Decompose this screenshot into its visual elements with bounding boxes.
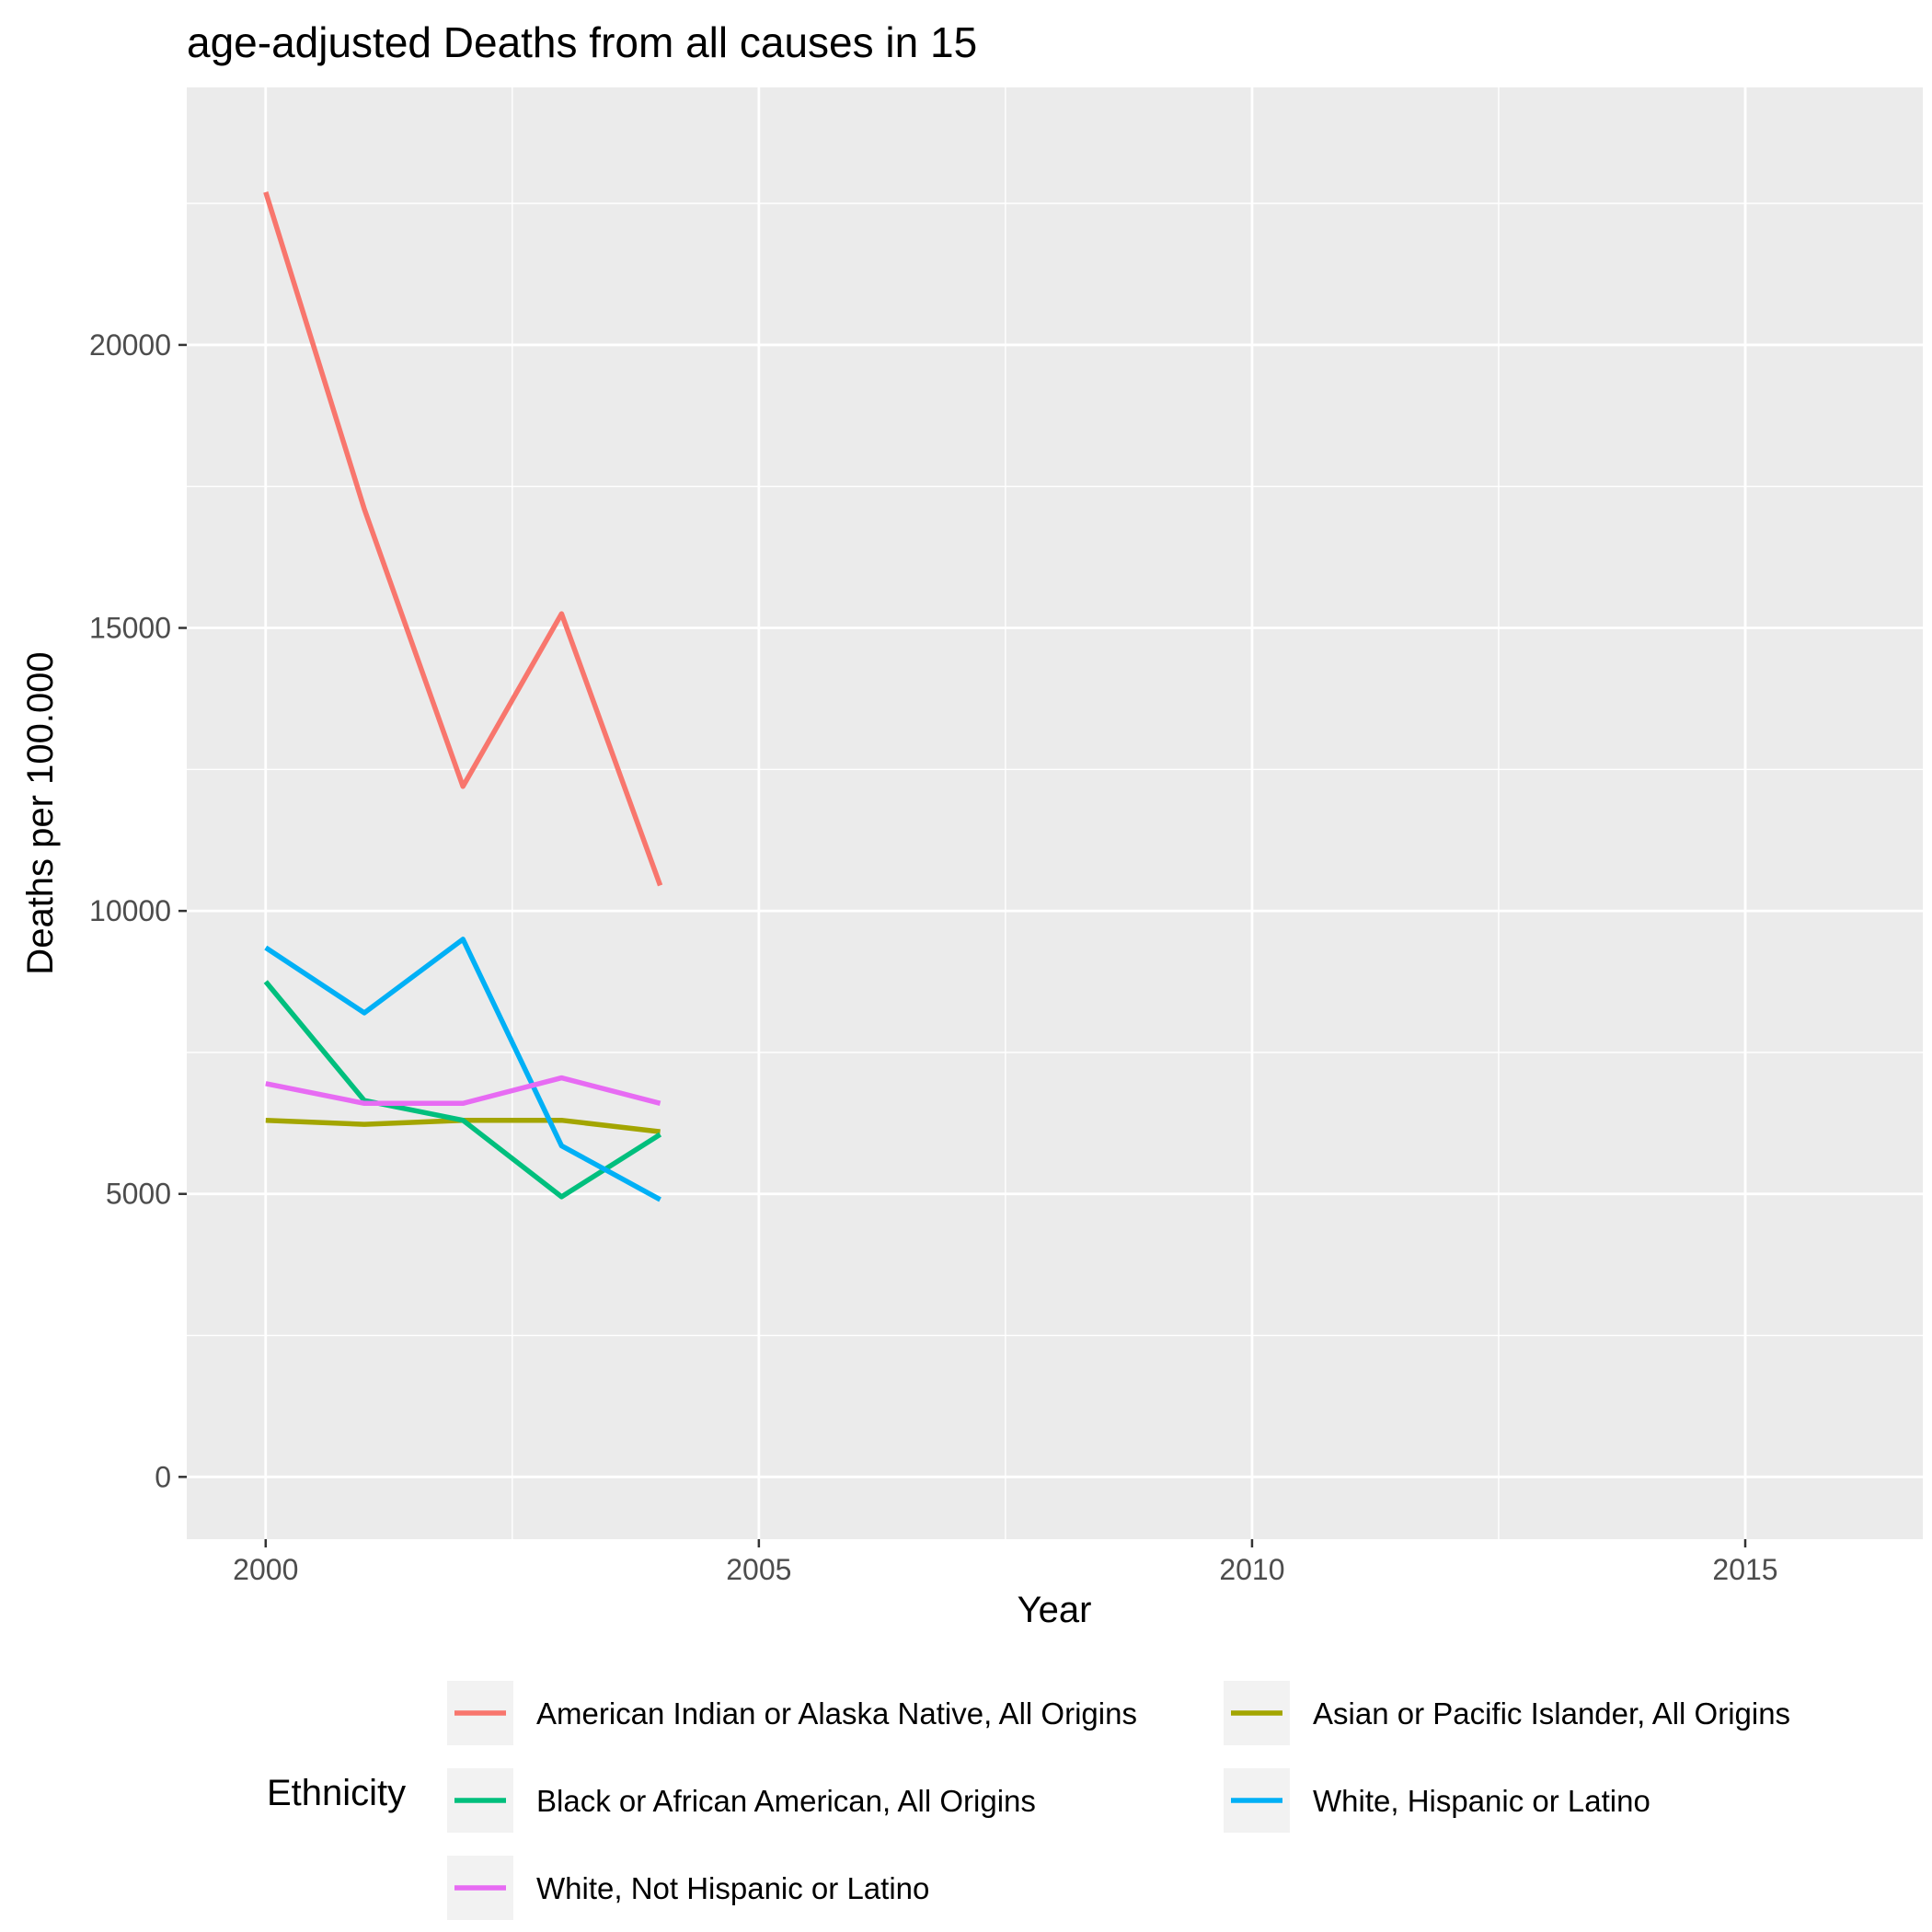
y-tick-label: 0	[155, 1460, 171, 1493]
series-line	[264, 937, 661, 1202]
x-axis-title: Year	[1018, 1590, 1092, 1630]
series-line	[263, 190, 663, 887]
minor-gridlines	[187, 87, 1923, 1539]
y-tick-label: 20000	[89, 328, 171, 362]
series-lines	[263, 190, 663, 1202]
y-axis: 0 5000 10000 15000 20000	[89, 328, 187, 1493]
legend-label: American Indian or Alaska Native, All Or…	[536, 1696, 1137, 1731]
legend-label: White, Not Hispanic or Latino	[536, 1871, 929, 1905]
series-line	[263, 980, 662, 1200]
legend: Ethnicity American Indian or Alaska Nati…	[267, 1681, 1790, 1920]
y-tick-label: 5000	[106, 1178, 171, 1211]
chart-title: age-adjusted Deaths from all causes in 1…	[187, 18, 977, 66]
y-tick-label: 15000	[89, 612, 171, 645]
y-tick-label: 10000	[89, 894, 171, 927]
legend-label: Black or African American, All Origins	[536, 1784, 1036, 1818]
x-tick-label: 2015	[1712, 1553, 1777, 1586]
legend-label: Asian or Pacific Islander, All Origins	[1313, 1696, 1790, 1731]
legend-label: White, Hispanic or Latino	[1313, 1784, 1650, 1818]
legend-title: Ethnicity	[267, 1773, 406, 1813]
x-tick-label: 2010	[1219, 1553, 1284, 1586]
major-gridlines	[187, 87, 1923, 1539]
x-axis: 2000 2005 2010 2015	[233, 1539, 1778, 1586]
x-tick-label: 2000	[233, 1553, 298, 1586]
y-axis-title: Deaths per 100.000	[20, 651, 61, 974]
plot-panel	[187, 87, 1923, 1539]
x-tick-label: 2005	[726, 1553, 791, 1586]
series-line	[265, 1075, 661, 1107]
